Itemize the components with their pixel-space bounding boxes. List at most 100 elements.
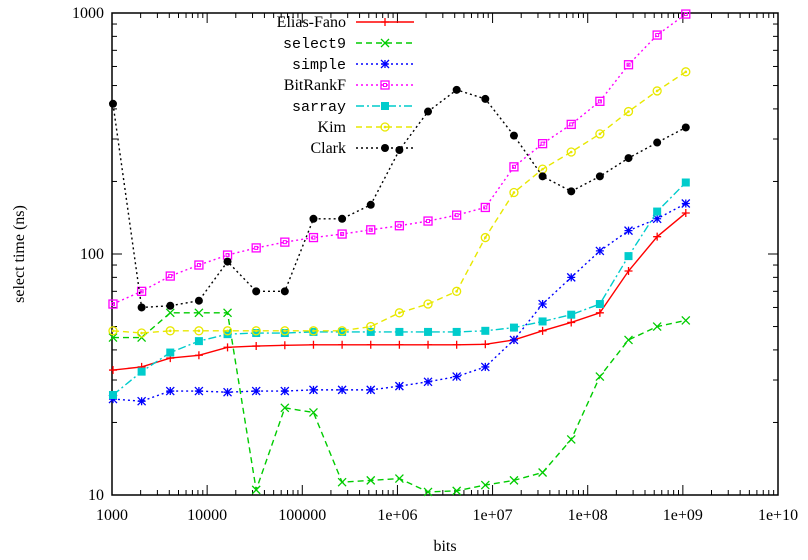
data-point [223,257,232,266]
series-bitrankf [108,9,691,309]
data-point [509,475,519,485]
legend-label: sarray [292,99,346,116]
data-point [309,214,318,223]
data-point-inner [111,329,115,333]
legend-label: Elias-Fano [277,14,346,31]
data-point [481,94,490,103]
data-point-inner [512,191,516,194]
data-point [251,243,261,253]
data-point [366,327,375,336]
data-point [423,377,433,387]
data-point [308,326,319,336]
data-point [280,386,290,396]
series-line [112,89,687,309]
series-simple [108,199,691,406]
data-point [423,487,433,497]
data-point [337,477,347,487]
data-point-inner [283,329,287,333]
data-point-inner [383,125,387,129]
data-point [424,327,433,336]
data-point [337,385,347,395]
y-axis-label: select time (ns) [11,205,28,303]
axes: 1000 10000 100000 1e+06 1e+07 1e+08 1e+09 1e+10… [72,5,798,524]
x-tick-label: 1e+10 [758,507,798,524]
x-tick-label: 10000 [187,507,227,524]
data-point-inner [340,232,345,237]
data-point [624,252,633,261]
data-point [108,394,118,404]
data-point [380,122,390,132]
data-point [194,260,204,270]
data-point-inner [311,235,316,240]
data-point [452,372,462,382]
data-point [223,343,232,352]
data-point [137,303,146,312]
series-kim [108,67,691,338]
data-point [509,335,519,345]
data-point [166,301,175,310]
data-point [624,226,633,236]
data-point [681,208,690,217]
data-point [537,139,548,149]
data-point [252,329,261,338]
data-point [338,340,347,349]
data-point [681,315,691,325]
series-select9 [108,308,691,497]
legend-label: Clark [310,140,346,157]
data-point [309,385,318,395]
data-point [280,329,289,338]
series-line [112,71,687,334]
data-point-inner [254,245,259,250]
data-point [595,246,605,256]
data-point-inner [110,302,115,307]
data-point [480,232,490,243]
data-point [452,85,461,94]
data-point-inner [597,99,602,104]
x-tick-label: 1e+08 [568,507,608,524]
data-point [194,308,204,318]
data-point-inner [626,62,631,67]
data-point [222,326,233,336]
data-point-inner [655,89,659,93]
data-point [567,187,576,196]
data-point [623,60,634,70]
data-point [595,308,604,317]
data-point-inner [511,164,516,169]
data-point [108,299,118,309]
data-point [366,475,376,485]
y-tick-label: 1000 [72,5,104,22]
data-point [424,340,433,349]
data-point-inner [225,253,230,258]
data-point-inner [484,236,487,239]
data-point [108,99,117,108]
data-point [423,216,433,226]
data-point [252,287,261,296]
data-point [624,335,633,345]
data-point [137,396,147,406]
data-point-inner [368,227,373,232]
data-point-inner [168,329,172,333]
data-point [395,327,404,336]
data-point [538,317,547,326]
data-point [251,386,261,396]
data-point [652,30,662,40]
data-point [252,342,261,351]
x-tick-label: 100000 [278,507,326,524]
series-sarray [108,178,690,399]
data-point-inner [598,132,602,136]
data-point-inner [254,329,258,333]
data-point [566,272,576,282]
data-point [381,144,389,152]
data-point [337,326,347,336]
data-point [165,308,175,318]
data-point [566,435,576,444]
data-point [652,214,662,224]
data-point-inner [196,263,201,268]
data-point-inner [426,302,430,306]
data-point [480,202,490,213]
data-point [309,408,318,417]
data-point [280,287,289,296]
data-point [251,485,261,495]
data-point [595,129,605,139]
data-point [624,154,633,163]
